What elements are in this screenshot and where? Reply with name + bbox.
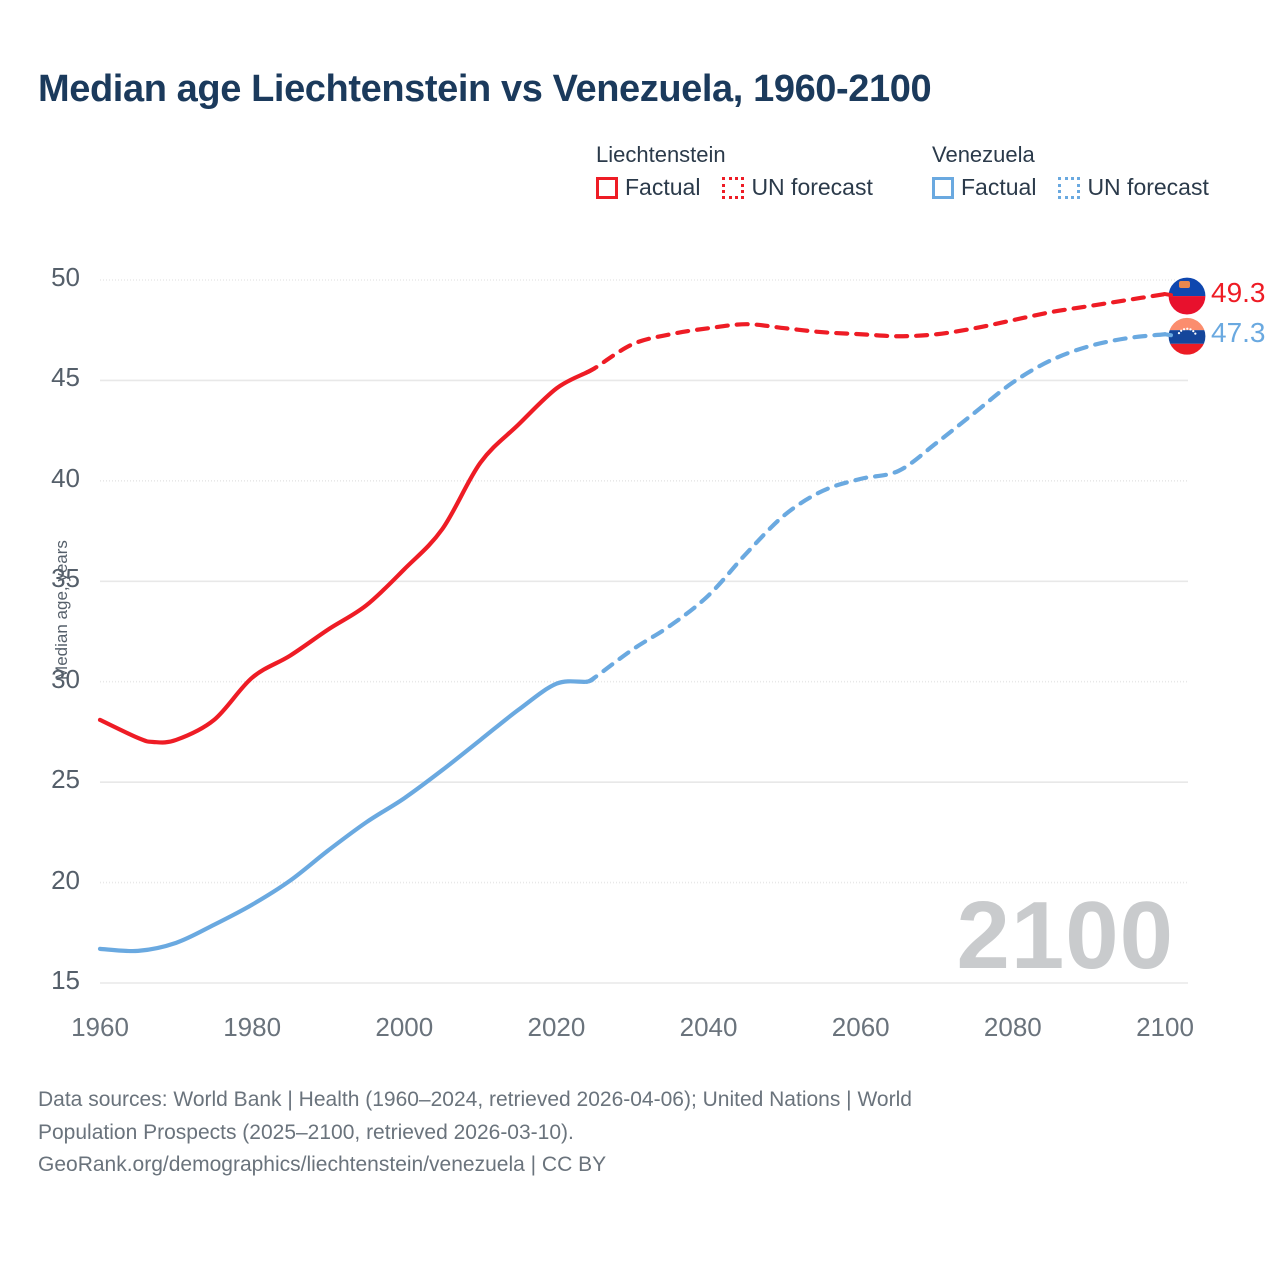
flag-marker-venezuela: [1168, 317, 1206, 356]
legend-item-liechtenstein-factual[interactable]: Factual: [596, 174, 700, 201]
legend-swatch-dotted-icon: [1058, 176, 1081, 199]
x-axis-tick-label: 2000: [375, 1012, 434, 1042]
legend-swatch-dotted-icon: [722, 176, 745, 199]
legend-group-title-liechtenstein: Liechtenstein: [596, 142, 726, 167]
series-line-venezuela: [97, 675, 597, 954]
legend-item-label: UN forecast: [1087, 174, 1209, 200]
legend-item-label: Factual: [625, 174, 701, 200]
legend-items-venezuela: Factual UN forecast: [932, 174, 1209, 201]
plot-area: Median age, years 15 20 25 30 35 40 45 50 1960 1…: [0, 240, 1280, 1042]
legend-items-liechtenstein: Factual UN forecast: [596, 174, 873, 201]
endpoint-value-liechtenstein: 49.3: [1211, 277, 1266, 309]
y-axis-tick-label: 15: [51, 965, 80, 995]
x-axis-tick-label: 2040: [679, 1012, 738, 1042]
x-axis-tick-label: 2060: [831, 1012, 890, 1042]
footer-line-2: Population Prospects (2025–2100, retriev…: [38, 1120, 574, 1144]
y-axis-tick-label: 40: [51, 462, 80, 493]
x-axis-tick-label: 2080: [983, 1012, 1042, 1042]
legend-item-venezuela-forecast[interactable]: UN forecast: [1058, 174, 1209, 201]
y-axis-tick-label: 20: [51, 864, 80, 895]
footer-line-1: Data sources: World Bank | Health (1960–…: [38, 1088, 912, 1111]
x-axis-tick-label: 1960: [71, 1012, 129, 1042]
y-axis-tick-label: 35: [51, 563, 80, 594]
plot-svg: [97, 276, 1207, 984]
y-axis-tick-label: 45: [51, 362, 80, 393]
y-axis-tick-label: 25: [51, 764, 80, 795]
footer-attribution: Data sources: World Bank | Health (1960–…: [38, 1084, 1218, 1182]
endpoint-value-venezuela: 47.3: [1211, 317, 1266, 349]
legend-item-venezuela-factual[interactable]: Factual: [932, 174, 1036, 201]
year-watermark: 2100: [956, 882, 1174, 989]
endpoint-flag-markers: [1163, 276, 1207, 356]
legend-group-title-venezuela: Venezuela: [932, 142, 1035, 167]
series-lines: [97, 291, 1168, 954]
legend-item-label: Factual: [961, 174, 1037, 200]
legend-swatch-solid-icon: [932, 176, 954, 199]
legend-item-liechtenstein-forecast[interactable]: UN forecast: [722, 174, 873, 201]
legend-group-liechtenstein: Liechtenstein Factual UN forecast: [596, 142, 873, 201]
x-axis-tick-label: 2020: [527, 1012, 586, 1042]
series-line-liechtenstein: [584, 291, 1168, 375]
page-title: Median age Liechtenstein vs Venezuela, 1…: [38, 68, 932, 110]
y-axis-tick-label: 50: [51, 262, 80, 292]
legend-item-label: UN forecast: [751, 174, 873, 200]
chart-legend: Liechtenstein Factual UN forecast Venezu…: [596, 142, 1256, 222]
flag-marker-liechtenstein: [1168, 277, 1206, 316]
footer-line-3[interactable]: GeoRank.org/demographics/liechtenstein/v…: [38, 1153, 607, 1177]
legend-group-venezuela: Venezuela Factual UN forecast: [932, 142, 1209, 201]
series-line-liechtenstein: [97, 366, 597, 745]
x-axis-tick-label: 2100: [1136, 1012, 1194, 1042]
legend-swatch-solid-icon: [596, 176, 618, 199]
y-axis-tick-label: 30: [51, 663, 80, 694]
x-axis-tick-label: 1980: [223, 1012, 282, 1042]
gridlines: [100, 279, 1188, 984]
series-line-venezuela: [584, 332, 1168, 684]
